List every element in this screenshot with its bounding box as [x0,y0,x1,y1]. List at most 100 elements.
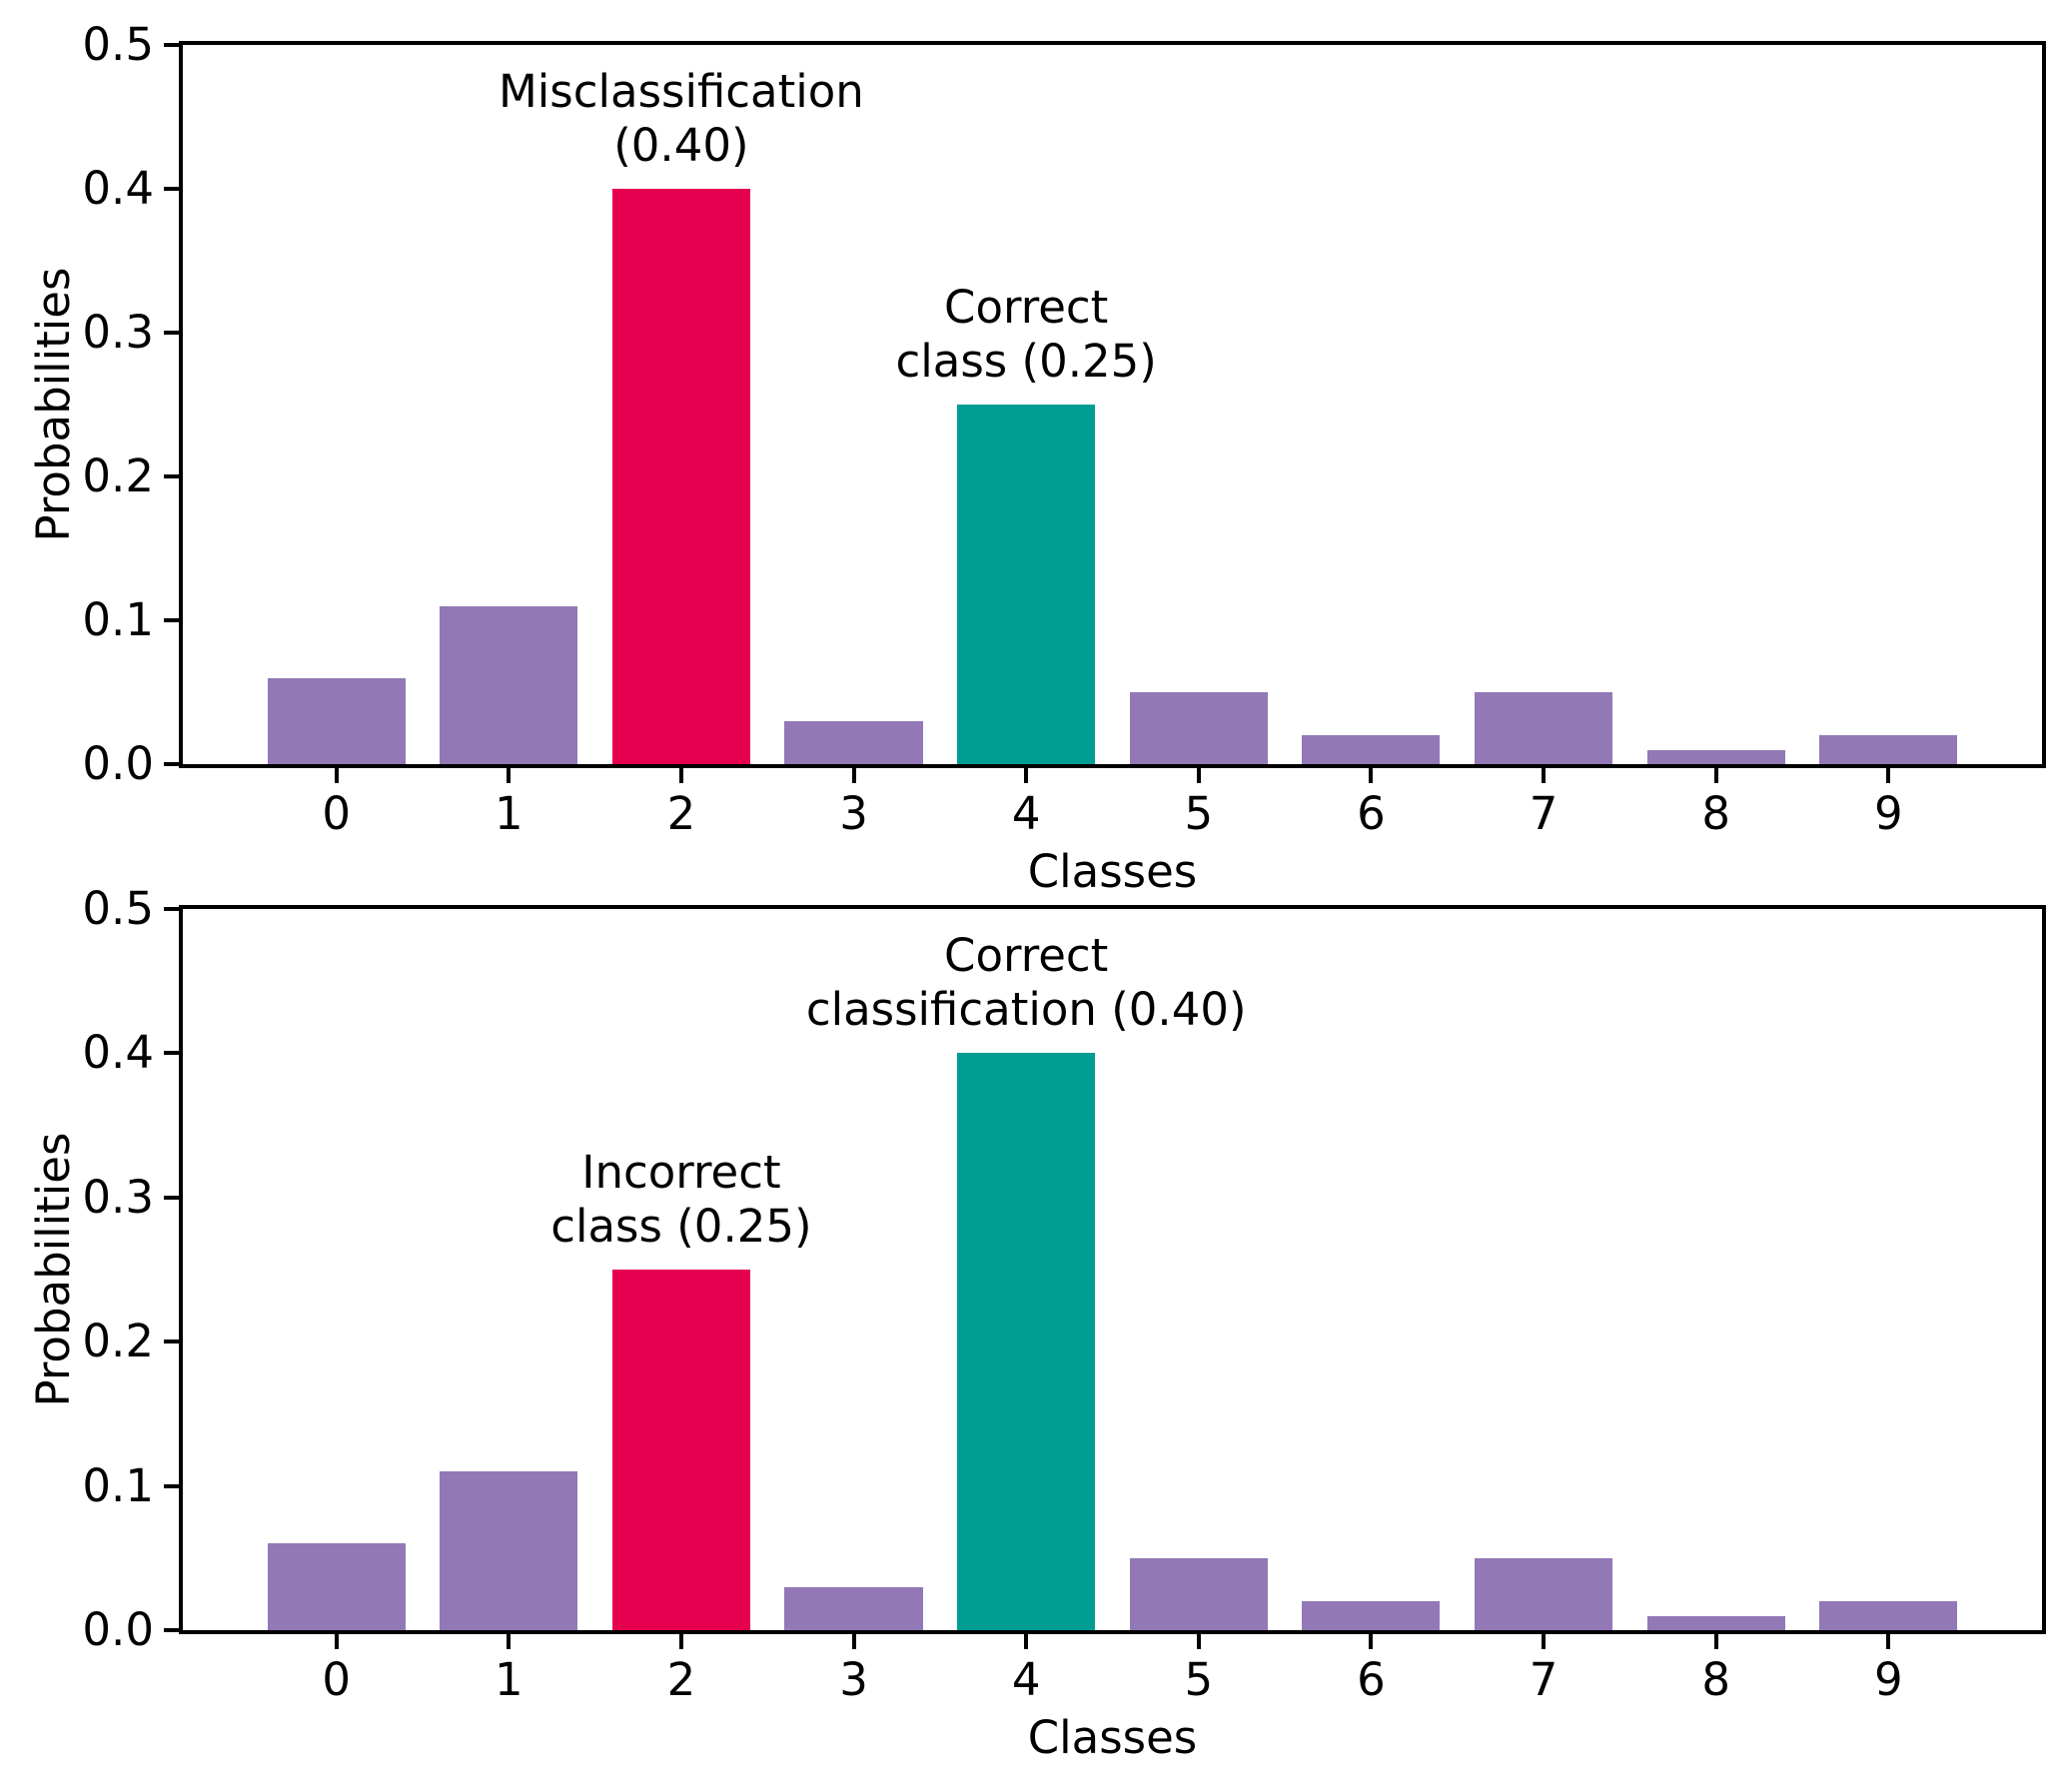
y-tick-label: 0.0 [82,1603,154,1656]
annotation-line: classification (0.40) [805,983,1247,1037]
y-tick-label: 0.3 [82,1170,154,1224]
x-tick-mark [334,768,339,783]
x-tick-label: 7 [1529,1653,1558,1706]
x-tick-label: 4 [1011,787,1041,840]
bar-class-3 [784,1586,923,1630]
x-tick-label: 3 [839,787,868,840]
x-tick-mark [1542,768,1547,783]
x-tick-label: 4 [1011,1653,1041,1706]
x-tick-label: 6 [1357,787,1386,840]
y-tick-label: 0.2 [82,449,154,502]
x-tick-label: 7 [1529,787,1558,840]
x-tick-mark [507,1634,512,1649]
bar-class-2 [611,1270,750,1630]
bar-class-2 [611,189,750,764]
annotation-line: class (0.25) [550,1200,812,1253]
bar-class-7 [1475,1557,1613,1630]
x-tick-mark [1886,768,1891,783]
y-tick-mark [164,907,179,911]
bar-class-4 [957,1053,1096,1630]
y-tick-label: 0.2 [82,1315,154,1368]
y-tick-mark [164,187,179,191]
annotation-line: Incorrect [581,1146,781,1199]
y-tick-mark [164,1051,179,1056]
annotation-line: (0.40) [613,119,749,172]
annotation-line: Misclassification [498,65,864,118]
y-tick-mark [164,1340,179,1344]
bar-class-0 [267,1543,406,1630]
y-tick-mark [164,43,179,47]
annotation-line: class (0.25) [895,335,1157,388]
annotation-line: Correct [944,929,1109,983]
y-tick-mark [164,331,179,335]
plot-area [179,905,2046,1634]
x-tick-label: 1 [494,787,523,840]
y-tick-mark [164,762,179,766]
annotation-class-4: Correct classification (0.40) [806,929,1247,1037]
y-tick-label: 0.3 [82,306,154,359]
annotation-class-4: Correct class (0.25) [896,281,1157,389]
chart-bottom: Probabilities 0.0 0.1 0.2 0.3 0.4 0.5 0 1 2 3 4 5 6 7 8… [0,882,2072,1789]
bar-class-9 [1819,735,1958,764]
bar-class-0 [267,677,406,764]
x-tick-mark [334,1634,339,1649]
x-tick-label: 0 [322,787,351,840]
x-tick-mark [1369,1634,1374,1649]
annotation-line: Correct [944,281,1109,334]
bar-class-1 [440,605,578,764]
x-tick-mark [1369,768,1374,783]
x-tick-mark [1542,1634,1547,1649]
y-tick-label: 0.5 [82,882,154,935]
x-tick-mark [1196,1634,1201,1649]
x-axis-label: Classes [1027,1711,1198,1764]
x-tick-mark [1713,1634,1718,1649]
x-tick-mark [507,768,512,783]
x-tick-mark [1713,768,1718,783]
bar-class-3 [784,720,923,764]
annotation-class-2: Misclassification (0.40) [499,65,864,173]
bar-class-5 [1129,692,1268,764]
bar-class-1 [440,1471,578,1630]
y-tick-mark [164,1195,179,1200]
x-tick-mark [1886,1634,1891,1649]
x-tick-label: 8 [1701,787,1731,840]
y-tick-label: 0.0 [82,737,154,790]
x-tick-label: 3 [839,1653,868,1706]
y-tick-mark [164,474,179,478]
x-tick-label: 2 [666,1653,696,1706]
bar-class-8 [1646,749,1785,764]
x-tick-mark [678,1634,683,1649]
x-tick-mark [851,1634,856,1649]
y-tick-label: 0.5 [82,18,154,71]
x-tick-label: 9 [1874,1653,1903,1706]
y-tick-label: 0.1 [82,593,154,646]
x-tick-mark [851,768,856,783]
bar-class-8 [1646,1615,1785,1630]
x-tick-mark [678,768,683,783]
annotation-class-2: Incorrect class (0.25) [550,1146,811,1254]
y-tick-label: 0.1 [82,1458,154,1512]
bar-class-6 [1302,735,1441,764]
bar-class-4 [957,405,1096,764]
x-tick-label: 0 [322,1653,351,1706]
x-tick-label: 8 [1701,1653,1731,1706]
x-tick-mark [1024,768,1029,783]
x-tick-label: 2 [666,787,696,840]
y-tick-mark [164,1628,179,1632]
x-tick-label: 9 [1874,787,1903,840]
bar-class-7 [1475,692,1613,764]
x-tick-label: 6 [1357,1653,1386,1706]
x-tick-label: 1 [494,1653,523,1706]
bar-class-9 [1819,1601,1958,1630]
x-tick-mark [1024,1634,1029,1649]
x-tick-mark [1196,768,1201,783]
chart-top: Probabilities 0.0 0.1 0.2 0.3 0.4 0.5 0 1 2 3 4 5 6 7 8… [27,18,2046,898]
plot-area [179,41,2046,768]
y-tick-mark [164,1483,179,1488]
x-tick-label: 5 [1184,787,1214,840]
x-tick-label: 5 [1184,1653,1214,1706]
x-axis-label: Classes [1027,845,1198,898]
y-tick-label: 0.4 [82,1026,154,1080]
y-tick-label: 0.4 [82,162,154,215]
